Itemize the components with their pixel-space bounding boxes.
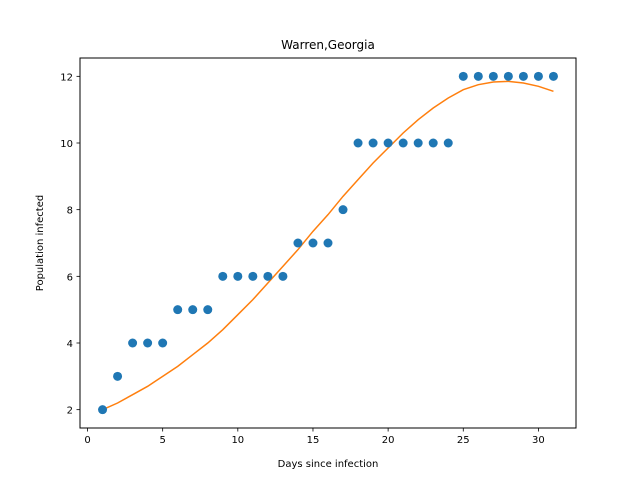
data-point <box>143 338 153 348</box>
data-point <box>398 138 408 148</box>
x-tick-label: 0 <box>84 435 90 446</box>
data-point <box>98 405 108 415</box>
data-point <box>308 238 318 248</box>
y-tick-label: 8 <box>67 206 73 217</box>
data-point <box>458 71 468 81</box>
data-point <box>263 271 273 281</box>
data-point <box>548 71 558 81</box>
x-tick-label: 15 <box>307 435 320 446</box>
data-point <box>488 71 498 81</box>
y-tick-label: 2 <box>67 406 73 417</box>
data-point <box>233 271 243 281</box>
y-tick-label: 4 <box>67 339 73 350</box>
data-point <box>473 71 483 81</box>
data-point <box>173 305 183 315</box>
fit-line <box>102 80 554 411</box>
data-point <box>353 138 363 148</box>
data-point <box>218 271 228 281</box>
y-tick-label: 12 <box>60 72 73 83</box>
data-point <box>503 71 513 81</box>
data-point <box>203 305 213 315</box>
data-point <box>443 138 453 148</box>
x-tick-label: 5 <box>159 435 165 446</box>
x-tick-label: 25 <box>457 435 470 446</box>
data-point <box>338 205 348 215</box>
data-point <box>248 271 258 281</box>
y-tick-label: 6 <box>67 272 73 283</box>
y-axis: 2 4 6 8 10 12 <box>60 72 80 417</box>
data-point <box>368 138 378 148</box>
plot-layer <box>98 71 558 415</box>
y-tick-label: 10 <box>60 139 73 150</box>
data-point <box>158 338 168 348</box>
y-axis-label: Population infected <box>35 195 46 291</box>
x-axis-label: Days since infection <box>278 459 379 470</box>
x-axis: 0 5 10 15 20 25 30 <box>84 428 545 446</box>
data-point <box>128 338 138 348</box>
chart-title: Warren,Georgia <box>281 38 375 52</box>
data-point <box>428 138 438 148</box>
data-point <box>113 371 123 381</box>
x-tick-label: 30 <box>532 435 545 446</box>
data-point <box>278 271 288 281</box>
x-tick-label: 10 <box>231 435 244 446</box>
x-tick-label: 20 <box>382 435 395 446</box>
data-point <box>413 138 423 148</box>
data-point <box>383 138 393 148</box>
data-point <box>533 71 543 81</box>
data-point <box>323 238 333 248</box>
data-point <box>518 71 528 81</box>
data-point <box>293 238 303 248</box>
data-point <box>188 305 198 315</box>
plot-frame <box>79 57 577 429</box>
